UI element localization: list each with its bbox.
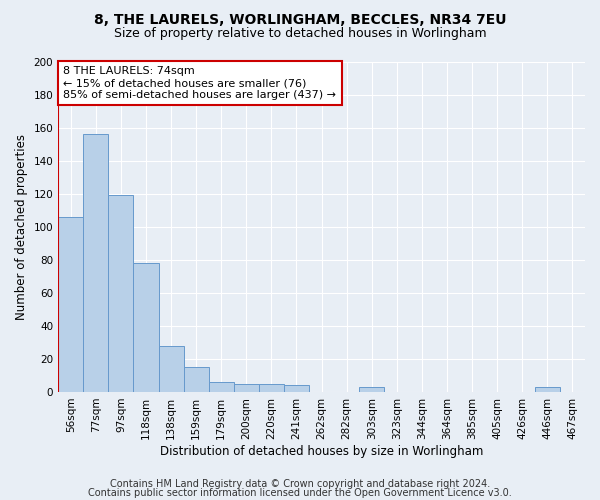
Bar [359, 387, 385, 392]
Bar [158, 346, 184, 392]
Text: Contains HM Land Registry data © Crown copyright and database right 2024.: Contains HM Land Registry data © Crown c… [110, 479, 490, 489]
Bar [184, 367, 209, 392]
Bar [109, 196, 133, 392]
Bar [209, 382, 234, 392]
Bar [133, 263, 158, 392]
Bar [259, 384, 284, 392]
Text: 8 THE LAURELS: 74sqm
← 15% of detached houses are smaller (76)
85% of semi-detac: 8 THE LAURELS: 74sqm ← 15% of detached h… [63, 66, 336, 100]
Bar [58, 217, 83, 392]
Bar [234, 384, 259, 392]
Y-axis label: Number of detached properties: Number of detached properties [15, 134, 28, 320]
Bar [284, 386, 309, 392]
Text: Contains public sector information licensed under the Open Government Licence v3: Contains public sector information licen… [88, 488, 512, 498]
X-axis label: Distribution of detached houses by size in Worlingham: Distribution of detached houses by size … [160, 444, 483, 458]
Text: Size of property relative to detached houses in Worlingham: Size of property relative to detached ho… [113, 28, 487, 40]
Bar [535, 387, 560, 392]
Bar [83, 134, 109, 392]
Text: 8, THE LAURELS, WORLINGHAM, BECCLES, NR34 7EU: 8, THE LAURELS, WORLINGHAM, BECCLES, NR3… [94, 12, 506, 26]
